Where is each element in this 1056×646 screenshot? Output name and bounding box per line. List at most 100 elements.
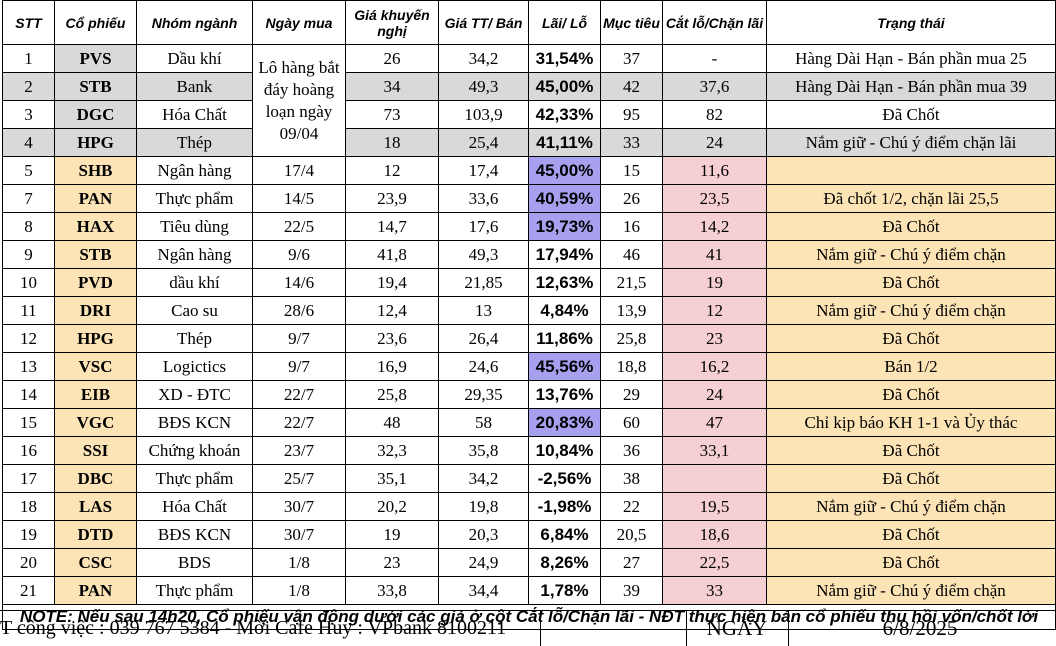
stop-price: 18,6 xyxy=(662,520,767,549)
merged-buy-date: Lô hàng bắt đáy hoàng loạn ngày 09/04 xyxy=(252,44,346,157)
profit-loss: 1,78% xyxy=(528,576,601,605)
market-price: 58 xyxy=(438,408,529,437)
sector: dầu khí xyxy=(136,268,253,297)
stop-price: 16,2 xyxy=(662,352,767,381)
stock-code: DBC xyxy=(54,464,137,493)
market-price: 19,8 xyxy=(438,492,529,521)
sector: Ngân hàng xyxy=(136,240,253,269)
table-row: 1 PVS Dầu khí Lô hàng bắt đáy hoàng loạn ng… xyxy=(2,44,1056,157)
status: Nắm giữ - Chú ý điểm chặn lãi xyxy=(766,128,1056,157)
profit-loss: 17,94% xyxy=(528,240,601,269)
stock-code: PAN xyxy=(54,184,137,213)
profit-loss: 42,33% xyxy=(528,100,601,129)
recommended-price: 20,2 xyxy=(345,492,439,521)
header-profit-loss: Lãi/ Lỗ xyxy=(528,0,601,45)
profit-loss: 4,84% xyxy=(528,296,601,325)
stock-code: SHB xyxy=(54,156,137,185)
market-price: 34,2 xyxy=(438,464,529,493)
status xyxy=(766,156,1056,185)
row-stt: 18 xyxy=(2,492,55,521)
row-stt: 15 xyxy=(2,408,55,437)
profit-loss: 41,11% xyxy=(528,128,601,157)
target-price: 39 xyxy=(600,576,663,605)
target-price: 21,5 xyxy=(600,268,663,297)
report-date: 6/8/2025 xyxy=(882,616,958,640)
target-price: 46 xyxy=(600,240,663,269)
buy-date: 1/8 xyxy=(252,548,346,577)
row-stt: 17 xyxy=(2,464,55,493)
stop-price: 82 xyxy=(662,100,767,129)
stop-price: 19 xyxy=(662,268,767,297)
note-text: NOTE: Nếu sau 14h20, Cổ phiếu vận động d… xyxy=(2,604,1056,630)
stop-price: 12 xyxy=(662,296,767,325)
row-stt: 21 xyxy=(2,576,55,605)
table-row: 19 DTD BĐS KCN 30/7 19 20,3 6,84% 20,5 18,6 Đã Ch… xyxy=(2,520,1056,549)
recommended-price: 32,3 xyxy=(345,436,439,465)
row-stt: 13 xyxy=(2,352,55,381)
stock-code: DTD xyxy=(54,520,137,549)
recommended-price: 41,8 xyxy=(345,240,439,269)
table-row: 17 DBC Thực phẩm 25/7 35,1 34,2 -2,56% 38 Đã Chố… xyxy=(2,464,1056,493)
stock-code: LAS xyxy=(54,492,137,521)
row-stt: 8 xyxy=(2,212,55,241)
target-price: 20,5 xyxy=(600,520,663,549)
row-stt: 12 xyxy=(2,324,55,353)
buy-date: 14/6 xyxy=(252,268,346,297)
market-price: 20,3 xyxy=(438,520,529,549)
market-price: 29,35 xyxy=(438,380,529,409)
header-buy-date: Ngày mua xyxy=(252,0,346,45)
sector: Tiêu dùng xyxy=(136,212,253,241)
stock-table: STT Cổ phiếu Nhóm ngành Ngày mua Giá khu… xyxy=(2,0,1056,630)
stop-price: 23 xyxy=(662,324,767,353)
row-stt: 20 xyxy=(2,548,55,577)
sector: Thép xyxy=(136,128,253,157)
target-price: 60 xyxy=(600,408,663,437)
footer-divider xyxy=(0,610,1056,611)
status: Nắm giữ - Chú ý điểm chặn xyxy=(766,492,1056,521)
recommended-price: 12,4 xyxy=(345,296,439,325)
target-price: 16 xyxy=(600,212,663,241)
target-price: 15 xyxy=(600,156,663,185)
header-code: Cổ phiếu xyxy=(54,0,137,45)
table-row: 18 LAS Hóa Chất 30/7 20,2 19,8 -1,98% 22 19,5 Nắm… xyxy=(2,492,1056,521)
status: Bán 1/2 xyxy=(766,352,1056,381)
stop-price: 37,6 xyxy=(662,72,767,101)
market-price: 26,4 xyxy=(438,324,529,353)
table-row: 3 DGC Hóa Chất 73 103,9 42,33% 95 82 Đã Chốt xyxy=(2,100,1056,129)
buy-date: 30/7 xyxy=(252,520,346,549)
status: Đã Chốt xyxy=(766,548,1056,577)
market-price: 21,85 xyxy=(438,268,529,297)
stock-code: DRI xyxy=(54,296,137,325)
date-label: NGÀY xyxy=(706,616,768,640)
market-price: 33,6 xyxy=(438,184,529,213)
row-stt: 10 xyxy=(2,268,55,297)
header-target: Mục tiêu xyxy=(600,0,663,45)
buy-date: 9/7 xyxy=(252,324,346,353)
stop-price: 33 xyxy=(662,576,767,605)
stock-code: EIB xyxy=(54,380,137,409)
sector: Logictics xyxy=(136,352,253,381)
row-stt: 2 xyxy=(2,72,55,101)
table-row: 13 VSC Logictics 9/7 16,9 24,6 45,56% 18,8 16,2 B… xyxy=(2,352,1056,381)
footer-bar: T công việc : 039 767 5384 - Mời Cafe Hu… xyxy=(0,610,1056,646)
row-stt: 11 xyxy=(2,296,55,325)
market-price: 49,3 xyxy=(438,72,529,101)
market-price: 34,2 xyxy=(438,44,529,73)
recommended-price: 33,8 xyxy=(345,576,439,605)
target-price: 13,9 xyxy=(600,296,663,325)
status: Đã Chốt xyxy=(766,268,1056,297)
sector: Hóa Chất xyxy=(136,492,253,521)
status: Nắm giữ - Chú ý điểm chặn xyxy=(766,576,1056,605)
stop-price: 47 xyxy=(662,408,767,437)
target-price: 36 xyxy=(600,436,663,465)
recommended-price: 35,1 xyxy=(345,464,439,493)
profit-loss: 12,63% xyxy=(528,268,601,297)
contact-info: T công việc : 039 767 5384 - Mời Cafe Hu… xyxy=(0,617,507,639)
table-row: 2 STB Bank 34 49,3 45,00% 42 37,6 Hàng Dài Hạn -… xyxy=(2,72,1056,101)
row-stt: 9 xyxy=(2,240,55,269)
sector: BĐS KCN xyxy=(136,520,253,549)
footer-separator xyxy=(788,610,789,646)
header-status: Trạng thái xyxy=(766,0,1056,45)
stop-price: 14,2 xyxy=(662,212,767,241)
profit-loss: -2,56% xyxy=(528,464,601,493)
